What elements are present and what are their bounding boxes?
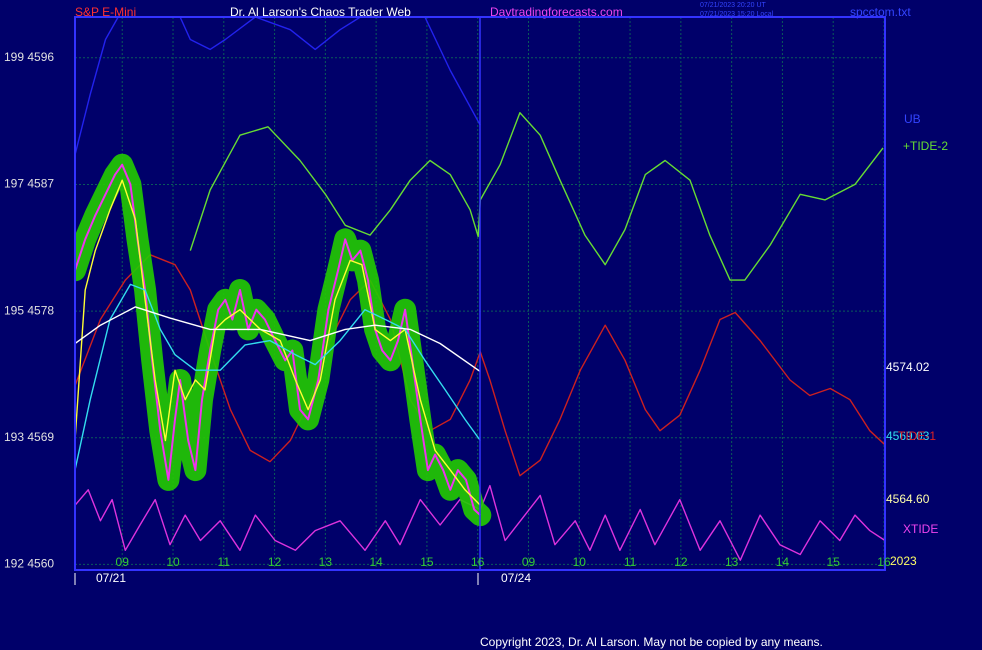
overlay-line [75, 306, 481, 373]
x-tick-label: 15 [827, 555, 841, 569]
annotation: TIDE-1 [898, 429, 936, 443]
x-tick-label: 14 [369, 555, 383, 569]
date-label: 07/21 [96, 571, 126, 585]
overlay-line [75, 179, 481, 506]
annotation: 4574.02 [886, 360, 930, 374]
x-tick-label: 09 [116, 555, 130, 569]
y-tick-label: 195 4578 [4, 303, 54, 317]
annotation: XTIDE [903, 522, 938, 536]
x-tick-label: 11 [624, 555, 637, 569]
y-tick-label: 197 4587 [4, 177, 54, 191]
site: Daytradingforecasts.com [490, 5, 623, 19]
annotation: 4569.03 [886, 429, 930, 443]
x-tick-label: 12 [268, 555, 282, 569]
y-tick-label: 193 4569 [4, 430, 54, 444]
x-tick-label: 13 [319, 555, 333, 569]
annotation: UB [904, 112, 921, 126]
x-tick-label: 16 [471, 555, 485, 569]
stamp: 07/21/2023 20:20 UT [700, 2, 766, 9]
annotation: 2023 [890, 554, 917, 568]
annotation: 4564.60 [886, 492, 930, 506]
file-name: spcctom.txt [850, 5, 911, 19]
x-tick-label: 16 [877, 555, 891, 569]
y-tick-label: 199 4596 [4, 50, 54, 64]
series-line [75, 254, 885, 477]
y-tick-label: 192 4560 [4, 557, 54, 571]
plot-border [74, 16, 886, 571]
series-line [75, 17, 481, 156]
x-tick-label: 13 [725, 555, 739, 569]
x-tick-label: 11 [218, 555, 231, 569]
overlay-line [75, 283, 481, 471]
series-line [189, 112, 884, 281]
x-tick-label: 09 [522, 555, 536, 569]
x-tick-label: 10 [573, 555, 587, 569]
stamp: 07/21/2023 15:20 Local [700, 11, 774, 18]
x-tick-label: 12 [674, 555, 688, 569]
instrument: S&P E-Mini [75, 5, 136, 19]
x-tick-label: 15 [420, 555, 434, 569]
x-tick-label: 14 [776, 555, 790, 569]
annotation: +TIDE-2 [903, 139, 948, 153]
date-label: 07/24 [501, 571, 531, 585]
x-tick-label: 10 [166, 555, 180, 569]
chart-title: Dr. Al Larson's Chaos Trader Web [230, 5, 411, 19]
copyright: Copyright 2023, Dr. Al Larson. May not b… [480, 635, 823, 649]
